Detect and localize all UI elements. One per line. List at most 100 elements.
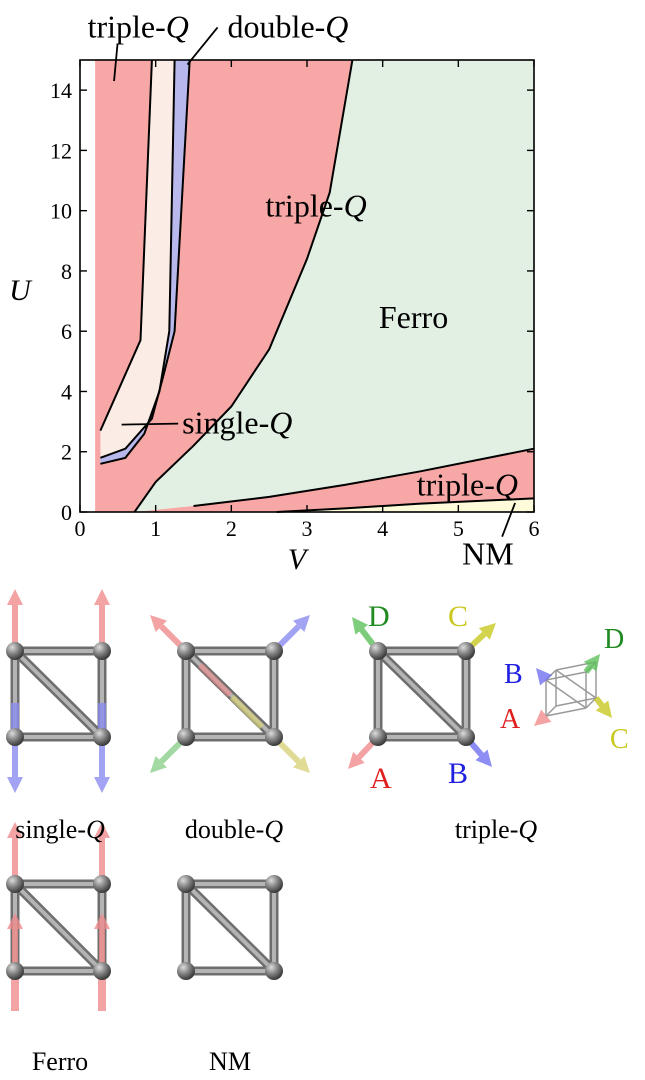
x-tick-label: 1 (150, 516, 161, 541)
spin-arrow-head (150, 756, 167, 773)
spin-arrow-head (94, 777, 110, 793)
y-tick-label: 10 (50, 199, 72, 224)
spin-arrow-head (94, 913, 110, 929)
spin-segment (98, 975, 106, 1011)
annotation-callout (501, 502, 516, 538)
region-single-q (100, 60, 175, 464)
spin-arrow-head (7, 822, 23, 838)
spin-arrow-head (583, 654, 600, 672)
single-q-structure (6, 589, 111, 793)
y-tick-label: 6 (61, 319, 72, 344)
atom (177, 962, 195, 980)
annotation-callout (113, 43, 119, 82)
x-tick-label: 6 (529, 516, 540, 541)
spin-arrow-head (94, 822, 110, 838)
cube-edge (545, 707, 587, 717)
x-tick-label: 3 (302, 516, 313, 541)
annotation-label: double-Q (228, 8, 349, 44)
atom (93, 642, 111, 660)
atom (6, 728, 24, 746)
triple-q-label-b: B (448, 757, 468, 790)
annotation-label: NM (462, 536, 514, 572)
annotation-callout (121, 422, 179, 426)
spin-segment (11, 975, 19, 1011)
x-tick-label: 2 (226, 516, 237, 541)
spin-arrow-head (150, 615, 167, 632)
spin-arrow-head (348, 751, 365, 769)
spin-arrow-head (293, 615, 310, 632)
boundary-tripleQ-Ferro (133, 59, 354, 513)
spin-structures: single-Q double-Q triple-Q Ferro NM D C … (6, 589, 629, 1076)
cube-label-d: D (604, 624, 624, 655)
ferro-caption: Ferro (32, 1047, 88, 1076)
nm-caption: NM (209, 1047, 251, 1076)
double-q-structure (150, 615, 310, 773)
annotation-label: triple-Q (265, 188, 366, 224)
annotation-label: single-Q (182, 405, 292, 441)
cube-edge (545, 705, 557, 717)
spin-segment (98, 703, 106, 733)
spin-arrow-shaft (583, 664, 593, 674)
y-tick-label: 14 (50, 78, 72, 103)
atom (93, 962, 111, 980)
atom (265, 642, 283, 660)
y-axis-label: U (9, 274, 33, 307)
ferro-structure (6, 822, 111, 1011)
atom (6, 875, 24, 893)
spin-segment (197, 662, 233, 698)
triple-q-label-c: C (448, 600, 468, 633)
phase-annotations: triple-Q double-Q triple-Q Ferro single-Q tri… (88, 8, 518, 571)
cube-label-c: C (610, 724, 629, 755)
atom (457, 642, 475, 660)
atom (177, 642, 195, 660)
phase-regions (95, 60, 534, 512)
bond-highlight (376, 649, 468, 739)
annotation-callout (186, 26, 219, 66)
y-tick-label: 0 (61, 500, 72, 525)
bond-highlight (13, 882, 104, 973)
x-tick-label: 5 (453, 516, 464, 541)
double-q-caption: double-Q (185, 815, 283, 844)
nm-structure (177, 875, 283, 980)
spin-arrow-head (7, 589, 23, 605)
triple-q-label-a: A (370, 762, 392, 795)
spin-arrow-head (475, 749, 492, 767)
atom (177, 875, 195, 893)
atom (457, 728, 475, 746)
atom (93, 728, 111, 746)
atom (265, 962, 283, 980)
cube-edge (555, 669, 597, 699)
atom (265, 728, 283, 746)
single-q-caption: single-Q (15, 815, 105, 844)
spin-arrow-head (94, 589, 110, 605)
bond-highlight (13, 649, 104, 739)
y-tick-label: 8 (61, 259, 72, 284)
region-ferro (134, 60, 534, 512)
triple-q-cube-inset (534, 654, 612, 726)
spin-arrow-head (595, 700, 612, 718)
spin-arrow-head (293, 756, 310, 773)
x-tick-label: 4 (377, 516, 388, 541)
atom (369, 728, 387, 746)
phase-boundaries (99, 59, 535, 513)
region-double-q (100, 60, 190, 464)
x-axis-label: V (288, 543, 310, 576)
annotation-label: triple-Q (417, 466, 518, 502)
spin-arrow-head (7, 777, 23, 793)
y-tick-label: 4 (61, 379, 72, 404)
annotation-label: Ferro (379, 299, 448, 335)
cube-edge (555, 697, 597, 707)
boundary-tripleQ-singleQ (99, 59, 153, 432)
spin-segment (229, 694, 265, 730)
boundary-singleQ-doubleQ-upper (100, 59, 191, 459)
atom (369, 642, 387, 660)
spin-arrow-head (536, 668, 553, 686)
spin-arrow-head (352, 617, 369, 635)
triple-q-caption: triple-Q (455, 815, 538, 844)
triple-q-label-d: D (368, 600, 390, 633)
atom (6, 642, 24, 660)
cube-edge (545, 671, 587, 681)
